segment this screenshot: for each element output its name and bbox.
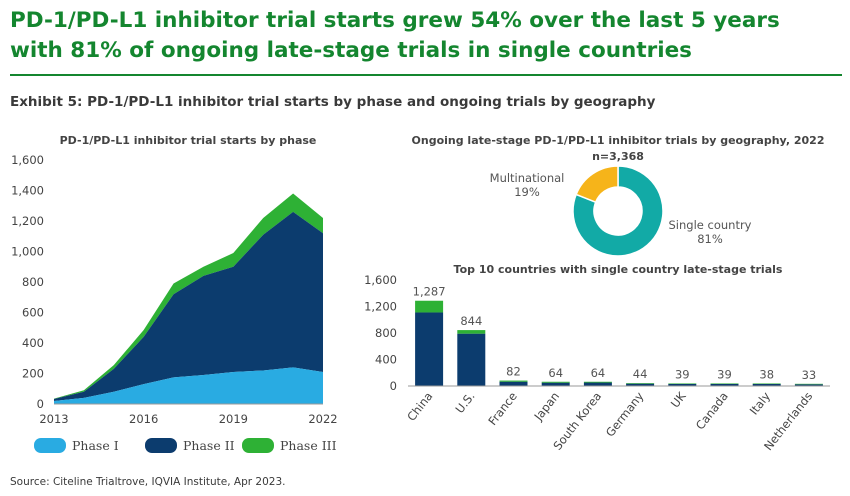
area-y-tick: 400 bbox=[22, 336, 44, 350]
bar-japan-phase-iii bbox=[541, 381, 570, 383]
bar-uk-phase-iii bbox=[668, 383, 697, 384]
source-note: Source: Citeline Trialtrove, IQVIA Insti… bbox=[10, 476, 286, 488]
donut-subtitle: n=3,368 bbox=[592, 150, 644, 163]
bar-chart: Top 10 countries with single country lat… bbox=[364, 263, 830, 453]
bar-netherlands-phase-iii bbox=[794, 383, 823, 385]
bar-china-phase-ii bbox=[415, 312, 444, 386]
bar-netherlands-phase-ii bbox=[794, 384, 823, 386]
bar-category-label: Italy bbox=[747, 389, 774, 417]
donut-slice-single-country bbox=[572, 165, 664, 257]
page-title: PD-1/PD-L1 inhibitor trial starts grew 5… bbox=[10, 8, 780, 63]
bar-category-label: China bbox=[404, 389, 435, 424]
donut-label-value: 81% bbox=[697, 232, 723, 246]
donut-label-name: Single country bbox=[669, 218, 752, 232]
bar-canada-phase-ii bbox=[710, 383, 739, 386]
donut-slice-multinational bbox=[575, 165, 619, 204]
donut-title: Ongoing late-stage PD-1/PD-L1 inhibitor … bbox=[412, 134, 825, 147]
bar-germany-phase-ii bbox=[626, 383, 655, 386]
bar-italy-phase-ii bbox=[752, 384, 781, 386]
bar-y-tick: 1,200 bbox=[364, 300, 397, 314]
bar-france-phase-ii bbox=[499, 381, 528, 386]
bar-value-label: 64 bbox=[591, 366, 606, 380]
bar-value-label: 38 bbox=[759, 367, 774, 381]
bar-category-label: Canada bbox=[693, 389, 731, 432]
bar-category-label: France bbox=[485, 389, 520, 428]
area-chart: PD-1/PD-L1 inhibitor trial starts by pha… bbox=[11, 134, 338, 453]
bar-value-label: 1,287 bbox=[413, 285, 446, 299]
legend-swatch-phase-ii bbox=[145, 438, 177, 453]
bar-value-label: 82 bbox=[506, 365, 521, 379]
bar-germany-phase-iii bbox=[626, 383, 655, 384]
bar-y-tick: 800 bbox=[375, 326, 397, 340]
legend-label: Phase I bbox=[72, 438, 119, 453]
legend-label: Phase II bbox=[183, 438, 235, 453]
area-y-tick: 1,000 bbox=[11, 245, 44, 259]
bar-value-label: 844 bbox=[460, 314, 482, 328]
bar-chart-title: Top 10 countries with single country lat… bbox=[454, 263, 783, 276]
area-y-tick: 1,200 bbox=[11, 214, 44, 228]
bar-canada-phase-iii bbox=[710, 383, 739, 384]
donut-chart: Ongoing late-stage PD-1/PD-L1 inhibitor … bbox=[412, 134, 825, 257]
bar-u-s--phase-ii bbox=[457, 333, 486, 386]
bar-south-korea-phase-ii bbox=[583, 382, 612, 386]
area-y-tick: 600 bbox=[22, 306, 44, 320]
bar-y-tick: 0 bbox=[390, 379, 397, 393]
bar-france-phase-iii bbox=[499, 380, 528, 382]
bar-value-label: 39 bbox=[717, 367, 732, 381]
bar-china-phase-iii bbox=[415, 300, 444, 313]
legend-label: Phase III bbox=[280, 438, 337, 453]
bar-u-s--phase-iii bbox=[457, 330, 486, 334]
area-phase-ii bbox=[54, 211, 323, 401]
bar-value-label: 44 bbox=[633, 367, 648, 381]
bar-value-label: 39 bbox=[675, 367, 690, 381]
donut-label-name: Multinational bbox=[490, 171, 565, 185]
bar-y-tick: 400 bbox=[375, 353, 397, 367]
area-y-tick: 800 bbox=[22, 275, 44, 289]
area-x-tick: 2013 bbox=[39, 412, 68, 426]
bar-category-label: U.S. bbox=[452, 389, 477, 416]
donut-label-value: 19% bbox=[514, 185, 540, 199]
bar-category-label: Japan bbox=[531, 389, 562, 424]
bar-uk-phase-ii bbox=[668, 383, 697, 386]
bar-italy-phase-iii bbox=[752, 383, 781, 385]
bar-value-label: 64 bbox=[548, 366, 563, 380]
legend-swatch-phase-iii bbox=[242, 438, 274, 453]
bar-category-label: Germany bbox=[603, 389, 647, 439]
area-x-tick: 2019 bbox=[219, 412, 248, 426]
bar-south-korea-phase-iii bbox=[583, 381, 612, 383]
bar-category-label: UK bbox=[668, 389, 689, 411]
bar-y-tick: 1,600 bbox=[364, 273, 397, 287]
area-y-tick: 0 bbox=[37, 397, 44, 411]
area-x-tick: 2016 bbox=[129, 412, 158, 426]
area-x-tick: 2022 bbox=[308, 412, 337, 426]
bar-japan-phase-ii bbox=[541, 382, 570, 386]
area-y-tick: 1,600 bbox=[11, 153, 44, 167]
title-divider bbox=[10, 74, 842, 76]
legend-swatch-phase-i bbox=[34, 438, 66, 453]
area-phase-i bbox=[54, 367, 323, 404]
area-chart-title: PD-1/PD-L1 inhibitor trial starts by pha… bbox=[60, 134, 317, 147]
area-y-tick: 200 bbox=[22, 367, 44, 381]
area-y-tick: 1,400 bbox=[11, 184, 44, 198]
exhibit-title: Exhibit 5: PD-1/PD-L1 inhibitor trial st… bbox=[10, 94, 656, 110]
bar-value-label: 33 bbox=[802, 368, 817, 382]
